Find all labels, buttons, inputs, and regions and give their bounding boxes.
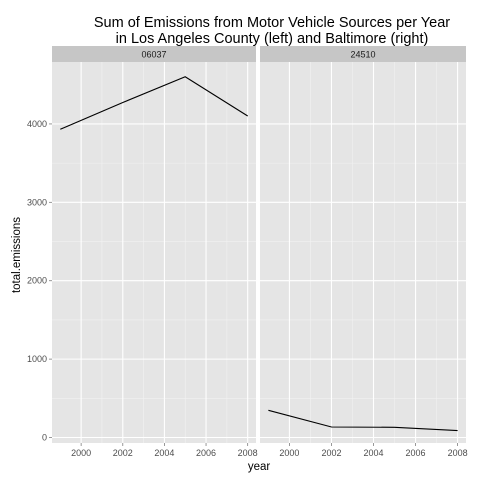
series-line — [60, 76, 248, 130]
x-tick-label: 2002 — [113, 448, 133, 458]
panel-los-angeles: 06037 — [52, 46, 256, 443]
y-tick-label: 4000 — [27, 119, 47, 129]
panel-background — [260, 62, 466, 443]
y-tick-label: 1000 — [27, 354, 47, 364]
x-axis-title: year — [248, 461, 271, 473]
x-tick-label: 2000 — [279, 448, 299, 458]
facet-strip — [52, 46, 256, 62]
panel-baltimore: 24510 — [260, 46, 466, 443]
chart-title-line-2: in Los Angeles County (left) and Baltimo… — [116, 31, 429, 47]
facet-strip-label: 24510 — [350, 50, 375, 60]
y-axis-title: total.emissions — [11, 217, 23, 293]
facet-strip-label: 06037 — [141, 50, 166, 60]
y-axis: 0 1000 2000 3000 4000 — [27, 119, 52, 443]
x-tick-label: 2006 — [406, 448, 426, 458]
facet-strip — [260, 46, 466, 62]
chart-title-line-1: Sum of Emissions from Motor Vehicle Sour… — [94, 15, 450, 31]
y-tick-label: 3000 — [27, 197, 47, 207]
x-tick-label: 2008 — [448, 448, 468, 458]
x-tick-label: 2002 — [321, 448, 341, 458]
series-line — [268, 409, 458, 432]
panel-background — [52, 62, 256, 443]
x-axis: 2000 2002 2004 2006 2008 2000 2002 2004 2006 2008 — [71, 443, 468, 458]
y-tick-label: 0 — [42, 433, 47, 443]
x-tick-label: 2000 — [71, 448, 91, 458]
x-tick-label: 2006 — [196, 448, 216, 458]
y-tick-label: 2000 — [27, 276, 47, 286]
x-tick-label: 2008 — [238, 448, 258, 458]
x-tick-label: 2004 — [154, 448, 174, 458]
x-tick-label: 2004 — [363, 448, 383, 458]
